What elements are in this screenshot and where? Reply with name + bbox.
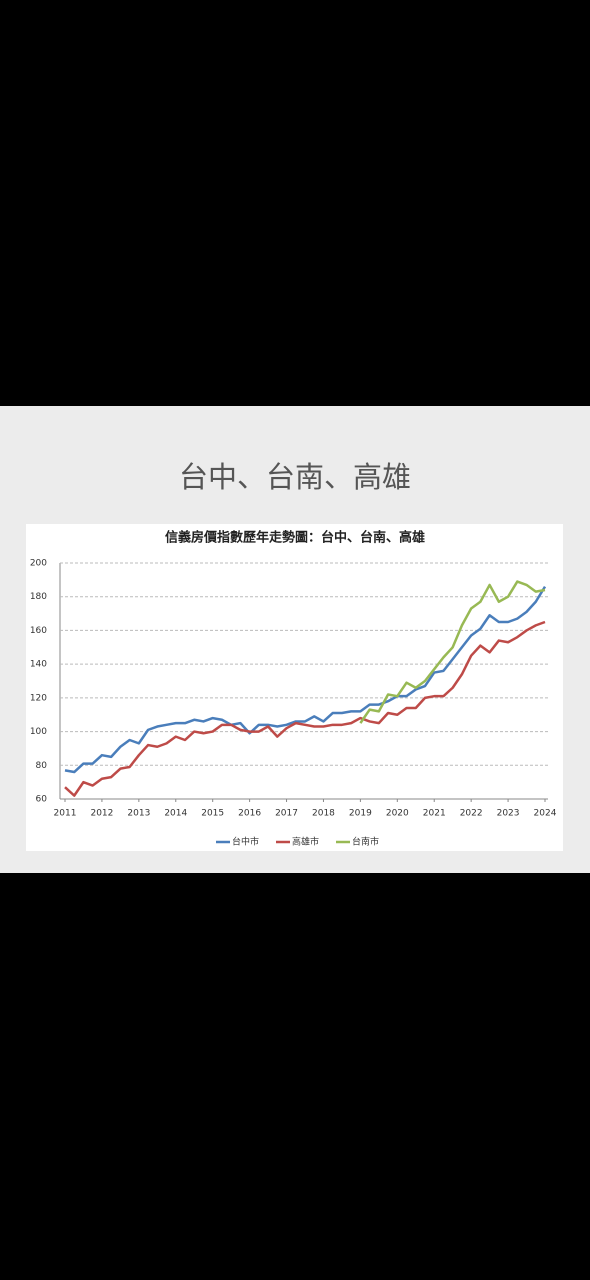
x-tick-label: 2020 [386, 809, 409, 819]
x-tick-label: 2022 [460, 809, 483, 819]
y-tick-label: 120 [30, 693, 47, 703]
x-tick-label: 2015 [201, 809, 224, 819]
x-tick-label: 2012 [90, 809, 113, 819]
x-tick-label: 2014 [164, 809, 187, 819]
x-tick-label: 2021 [423, 809, 446, 819]
x-tick-label: 2013 [127, 809, 150, 819]
y-tick-label: 160 [30, 626, 47, 636]
series-line [64, 585, 547, 774]
x-tick-label: 2024 [534, 809, 557, 819]
series-line [64, 620, 546, 797]
legend-label: 台南市 [352, 836, 379, 848]
y-tick-label: 140 [30, 660, 47, 670]
legend-label: 台中市 [232, 836, 259, 848]
x-tick-label: 2017 [275, 809, 298, 819]
series-line [359, 580, 546, 724]
chart-image [26, 524, 563, 851]
x-tick-label: 2019 [349, 809, 372, 819]
x-tick-label: 2011 [54, 809, 77, 819]
y-tick-label: 80 [36, 761, 48, 771]
post-title: 台中、台南、高雄 [179, 460, 411, 494]
y-tick-label: 60 [36, 795, 48, 805]
x-tick-label: 2018 [312, 809, 335, 819]
x-tick-label: 2023 [497, 809, 520, 819]
x-tick-label: 2016 [238, 809, 261, 819]
y-tick-label: 200 [30, 559, 47, 569]
chart-title: 信義房價指數歷年走勢圖：台中、台南、高雄 [165, 530, 425, 546]
legend-label: 高雄市 [292, 836, 319, 848]
y-tick-label: 180 [30, 592, 47, 602]
y-tick-label: 100 [30, 727, 47, 737]
